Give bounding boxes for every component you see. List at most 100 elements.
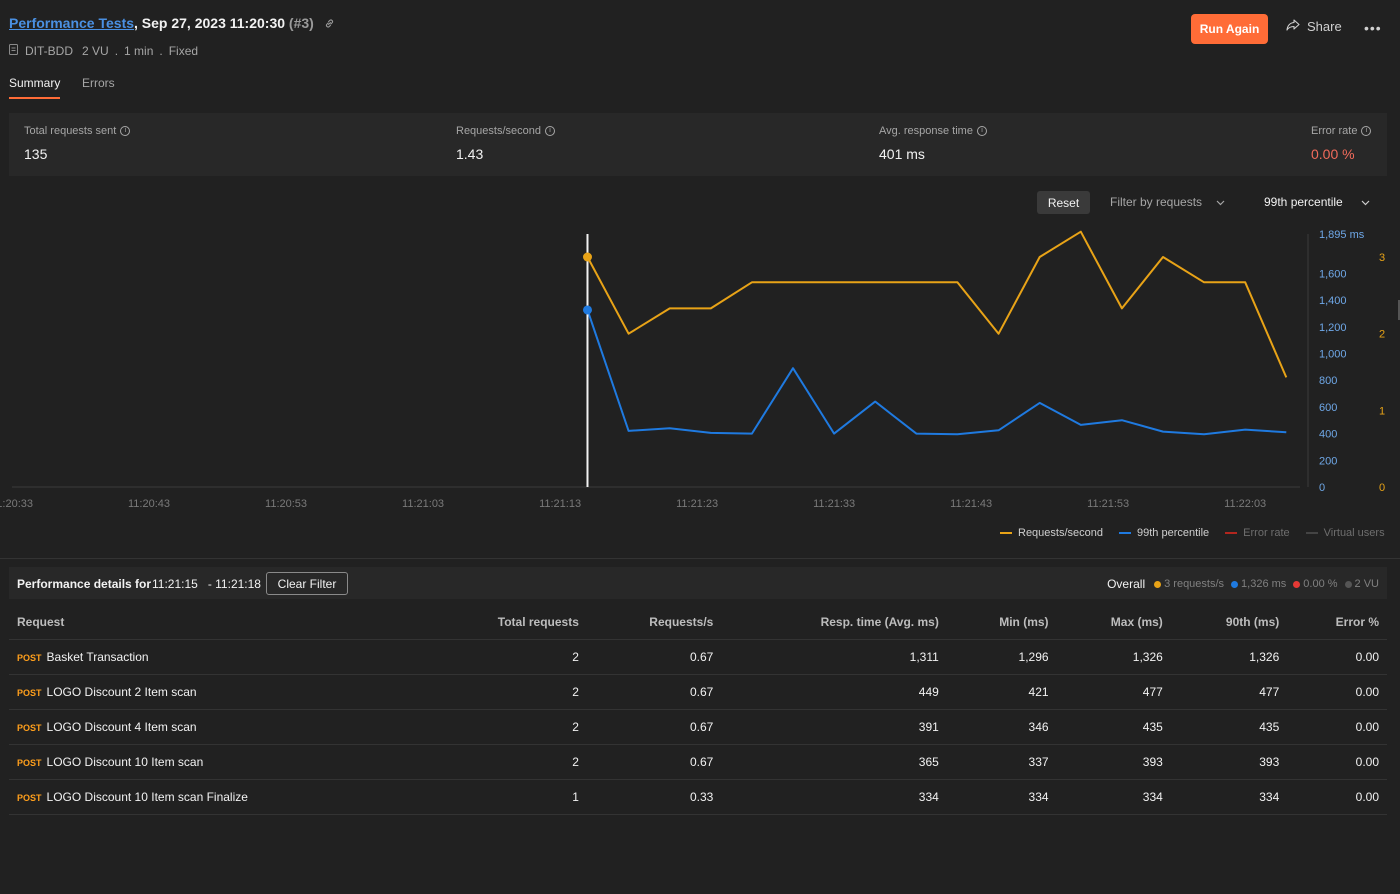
- table-cell: 0.00: [1287, 674, 1387, 710]
- y-left-tick-label: 600: [1319, 402, 1337, 414]
- cursor-marker: [582, 252, 592, 262]
- run-again-button[interactable]: Run Again: [1191, 14, 1268, 44]
- table-row[interactable]: POST LOGO Discount 10 Item scan Finalize 1…: [9, 779, 1387, 815]
- column-header[interactable]: Requests/s: [586, 606, 722, 640]
- http-method-badge: POST: [17, 652, 42, 663]
- overall-stat: 3 requests/s: [1154, 578, 1224, 590]
- column-header[interactable]: Request: [9, 606, 424, 640]
- reset-zoom-button[interactable]: Reset: [1037, 191, 1090, 214]
- tab-summary[interactable]: Summary: [9, 76, 61, 99]
- request-name[interactable]: LOGO Discount 10 Item scan Finalize: [46, 789, 248, 804]
- table-cell: 2: [423, 709, 587, 745]
- table-cell: 1,296: [946, 639, 1057, 675]
- table-cell: 334: [1170, 779, 1288, 815]
- legend-item[interactable]: Requests/second: [1000, 527, 1103, 539]
- request-name[interactable]: LOGO Discount 10 Item scan: [46, 754, 204, 769]
- column-header[interactable]: Error %: [1287, 606, 1387, 640]
- filter-label: Filter by requests: [1110, 195, 1203, 209]
- table-cell: 477: [1170, 674, 1288, 710]
- table-row[interactable]: POST Basket Transaction 2 0.67 1,311 1,296 1,3…: [9, 639, 1387, 675]
- request-name[interactable]: LOGO Discount 4 Item scan: [46, 719, 197, 734]
- run-number: (#3): [288, 15, 314, 31]
- requests-table: Request Total requests Requests/s Resp. tim…: [9, 606, 1387, 815]
- request-cell: POST Basket Transaction: [9, 639, 424, 675]
- y-left-tick-label: 1,895 ms: [1319, 229, 1365, 241]
- series-line: [586, 230, 1288, 378]
- metric-value: 135: [24, 146, 48, 162]
- info-icon[interactable]: i: [976, 126, 987, 136]
- x-tick-label: 11:21:43: [950, 498, 992, 510]
- overall-stat-value: 1,326 ms: [1241, 578, 1287, 590]
- metric-total-requests: Total requests sent i 135: [24, 125, 131, 162]
- metric-requests-per-second: Requests/second i 1.43: [456, 125, 555, 162]
- http-method-badge: POST: [17, 722, 42, 733]
- x-tick-label: 11:21:03: [402, 498, 444, 510]
- legend-item[interactable]: 99th percentile: [1119, 527, 1209, 539]
- table-cell: 421: [946, 674, 1057, 710]
- x-tick-label: 11:22:03: [1224, 498, 1266, 510]
- legend-item[interactable]: Virtual users: [1305, 527, 1385, 539]
- meta-vu: 2 VU: [82, 44, 109, 58]
- chevron-down-icon: [1361, 195, 1370, 209]
- column-header[interactable]: Min (ms): [946, 606, 1057, 640]
- scrollbar[interactable]: [1398, 300, 1400, 320]
- metric-error-rate: Error rate i 0.00 %: [1311, 125, 1372, 162]
- table-cell: 2: [423, 674, 587, 710]
- link-icon[interactable]: [324, 16, 335, 32]
- overall-stat: 0.00 %: [1293, 578, 1338, 590]
- table-cell: 346: [946, 709, 1057, 745]
- table-row[interactable]: POST LOGO Discount 4 Item scan 2 0.67 391 346…: [9, 709, 1387, 745]
- legend-swatch: [1000, 532, 1012, 534]
- share-button[interactable]: Share: [1286, 19, 1342, 34]
- table-row[interactable]: POST LOGO Discount 10 Item scan 2 0.67 365 33…: [9, 744, 1387, 780]
- request-name[interactable]: Basket Transaction: [46, 649, 149, 664]
- table-cell: 0.67: [586, 639, 722, 675]
- document-icon: [9, 44, 19, 58]
- table-cell: 0.67: [586, 674, 722, 710]
- overall-stat: 2 VU: [1344, 578, 1379, 590]
- overall-stat-value: 2 VU: [1354, 578, 1379, 590]
- request-cell: POST LOGO Discount 4 Item scan: [9, 709, 424, 745]
- table-cell: 435: [1056, 709, 1171, 745]
- collection-link[interactable]: Performance Tests: [9, 15, 135, 31]
- metric-value: 1.43: [456, 146, 484, 162]
- y-left-tick-label: 800: [1319, 375, 1337, 387]
- y-left-tick-label: 1,400: [1319, 295, 1347, 307]
- y-right-tick-label: 3: [1379, 252, 1385, 264]
- table-cell: 0.00: [1287, 744, 1387, 780]
- info-icon[interactable]: i: [1361, 126, 1372, 136]
- meta-collection: DIT-BDD: [25, 44, 73, 58]
- overall-stat-value: 3 requests/s: [1164, 578, 1225, 590]
- clear-filter-button[interactable]: Clear Filter: [266, 572, 348, 595]
- column-header[interactable]: Resp. time (Avg. ms): [721, 606, 947, 640]
- info-icon[interactable]: i: [120, 126, 131, 136]
- legend-label: 99th percentile: [1137, 527, 1210, 539]
- tab-errors[interactable]: Errors: [82, 76, 115, 90]
- percentile-dropdown[interactable]: 99th percentile: [1264, 195, 1370, 209]
- info-icon[interactable]: i: [545, 126, 555, 136]
- column-header[interactable]: 90th (ms): [1170, 606, 1288, 640]
- overall-stat-value: 0.00 %: [1303, 578, 1338, 590]
- legend-item[interactable]: Error rate: [1225, 527, 1290, 539]
- request-name[interactable]: LOGO Discount 2 Item scan: [46, 684, 197, 699]
- table-cell: 365: [721, 744, 947, 780]
- metric-avg-response-time: Avg. response time i 401 ms: [879, 125, 987, 162]
- more-options-icon[interactable]: •••: [1364, 20, 1382, 36]
- http-method-badge: POST: [17, 757, 42, 768]
- summary-metrics: Total requests sent i 135 Requests/second…: [9, 113, 1387, 176]
- column-header[interactable]: Max (ms): [1056, 606, 1171, 640]
- column-header[interactable]: Total requests: [423, 606, 587, 640]
- y-right-tick-label: 0: [1379, 482, 1385, 494]
- y-right-tick-label: 2: [1379, 329, 1385, 341]
- y-left-tick-label: 1,200: [1319, 322, 1347, 334]
- section-divider: [0, 558, 1400, 559]
- metric-value: 401 ms: [879, 146, 925, 162]
- table-cell: 1,311: [721, 639, 947, 675]
- table-cell: 391: [721, 709, 947, 745]
- status-dot: [1231, 580, 1239, 588]
- performance-chart[interactable]: 11:20:33 11:20:43 11:20:53 11:21:03 11:21:13…: [0, 224, 1400, 519]
- y-left-tick-label: 200: [1319, 455, 1337, 467]
- filter-by-requests-dropdown[interactable]: Filter by requests: [1110, 195, 1225, 209]
- table-cell: 449: [721, 674, 947, 710]
- table-row[interactable]: POST LOGO Discount 2 Item scan 2 0.67 449 421…: [9, 674, 1387, 710]
